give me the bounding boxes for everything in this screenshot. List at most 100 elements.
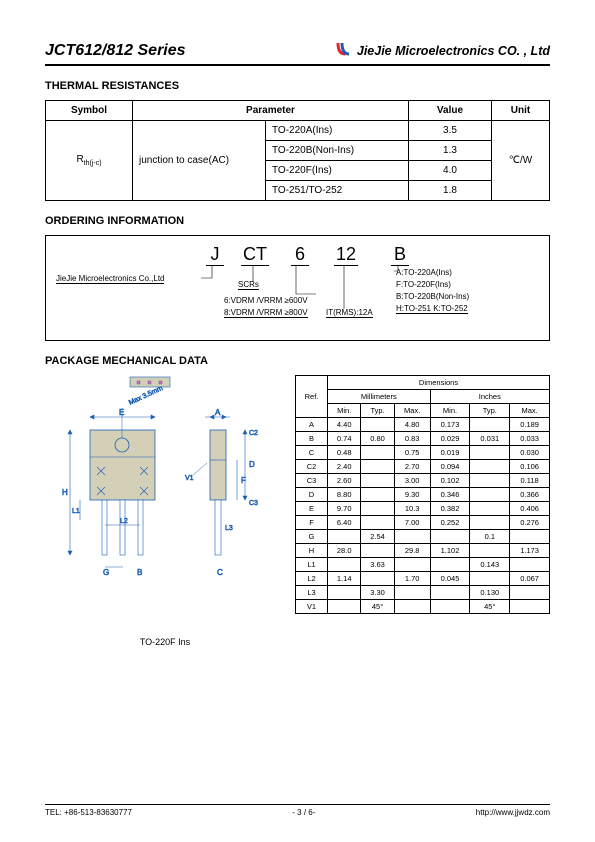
- dim-cell: 0.094: [430, 460, 470, 474]
- dim-cell: [470, 502, 510, 516]
- dim-cell: 7.00: [394, 516, 430, 530]
- dim-cell: 2.70: [394, 460, 430, 474]
- dim-cell: L2: [296, 572, 328, 586]
- dim-cell: [361, 460, 394, 474]
- dim-cell: 0.252: [430, 516, 470, 530]
- th-value: Value: [409, 101, 492, 121]
- ord-pkg1: F:TO-220F(Ins): [396, 280, 451, 289]
- table-row: H28.029.81.1021.173: [296, 544, 550, 558]
- footer-page: - 3 / 6-: [292, 808, 315, 817]
- dim-cell: 45°: [361, 600, 394, 614]
- unit-cell: ℃/W: [492, 121, 550, 201]
- diagram-caption: TO-220F Ins: [45, 637, 285, 647]
- dim-cell: 0.173: [430, 418, 470, 432]
- dim-cell: 9.30: [394, 488, 430, 502]
- dim-cell: 0.366: [510, 488, 550, 502]
- code-ct: CT: [241, 244, 269, 266]
- param-cell: junction to case(AC): [133, 121, 266, 201]
- table-row: C0.480.750.0190.030: [296, 446, 550, 460]
- dim-cell: H: [296, 544, 328, 558]
- dim-cell: [328, 530, 361, 544]
- dim-cell: 29.8: [394, 544, 430, 558]
- dim-cell: 1.102: [430, 544, 470, 558]
- dim-cell: 0.029: [430, 432, 470, 446]
- dim-cell: L1: [296, 558, 328, 572]
- dim-cell: 0.045: [430, 572, 470, 586]
- dim-cell: 9.70: [328, 502, 361, 516]
- dim-cell: [394, 600, 430, 614]
- dim-cell: [470, 474, 510, 488]
- svg-text:C: C: [217, 568, 223, 577]
- dim-cell: F: [296, 516, 328, 530]
- dim-cell: [394, 586, 430, 600]
- table-row: V145°45°: [296, 600, 550, 614]
- dim-cell: [394, 558, 430, 572]
- svg-text:G: G: [103, 568, 109, 577]
- dim-cell: C: [296, 446, 328, 460]
- ord-company: JieJie Microelectronics Co.,Ltd: [56, 274, 164, 284]
- svg-text:V1: V1: [185, 475, 194, 482]
- dim-cell: 0.74: [328, 432, 361, 446]
- dim-cell: 4.80: [394, 418, 430, 432]
- ordering-box: J CT 6 12 B JieJie Microelectronics Co.,…: [45, 235, 550, 341]
- dim-cell: 0.1: [470, 530, 510, 544]
- dim-cell: 0.83: [394, 432, 430, 446]
- dim-cell: [470, 418, 510, 432]
- dim-cell: 3.30: [361, 586, 394, 600]
- dim-cell: [470, 544, 510, 558]
- dim-cell: [361, 502, 394, 516]
- dim-header: Dimensions: [328, 376, 550, 390]
- company-logo: [335, 40, 353, 61]
- table-row: C22.402.700.0940.106: [296, 460, 550, 474]
- ord-voltage1: 8:VDRM /VRRM ≥800V: [224, 308, 308, 318]
- ref-header: Ref.: [296, 376, 328, 418]
- svg-text:L3: L3: [225, 525, 233, 532]
- dim-cell: 0.75: [394, 446, 430, 460]
- svg-text:F: F: [241, 476, 246, 485]
- dimensions-table: Ref. Dimensions Millimeters Inches Min. …: [295, 375, 550, 614]
- dim-cell: [430, 586, 470, 600]
- dim-cell: 1.173: [510, 544, 550, 558]
- symbol-cell: Rth(j-c): [46, 121, 133, 201]
- table-row: L13.630.143: [296, 558, 550, 572]
- sub-min2: Min.: [430, 404, 470, 418]
- th-parameter: Parameter: [133, 101, 409, 121]
- dim-cell: [510, 586, 550, 600]
- table-header-row: Symbol Parameter Value Unit: [46, 101, 550, 121]
- table-row: A4.404.800.1730.189: [296, 418, 550, 432]
- dim-cell: 1.14: [328, 572, 361, 586]
- val-cell: 1.3: [409, 141, 492, 161]
- dim-cell: 0.106: [510, 460, 550, 474]
- dim-cell: 0.030: [510, 446, 550, 460]
- footer-tel: TEL: +86-513-83630777: [45, 808, 132, 817]
- dim-cell: 0.382: [430, 502, 470, 516]
- svg-text:Max 3.5mm: Max 3.5mm: [128, 385, 164, 407]
- svg-text:C3: C3: [249, 500, 258, 507]
- dim-cell: V1: [296, 600, 328, 614]
- dim-cell: G: [296, 530, 328, 544]
- dim-cell: [430, 558, 470, 572]
- dim-cell: [328, 600, 361, 614]
- th-symbol: Symbol: [46, 101, 133, 121]
- dim-cell: 4.40: [328, 418, 361, 432]
- page-footer: TEL: +86-513-83630777 - 3 / 6- http://ww…: [45, 804, 550, 817]
- table-row: G2.540.1: [296, 530, 550, 544]
- ord-pkg3: H:TO-251 K:TO-252: [396, 304, 468, 314]
- dim-cell: 0.346: [430, 488, 470, 502]
- dim-cell: 0.80: [361, 432, 394, 446]
- pkg-cell: TO-220A(Ins): [266, 121, 409, 141]
- code-j: J: [206, 244, 224, 266]
- ord-current: IT(RMS):12A: [326, 308, 373, 318]
- dim-cell: 8.80: [328, 488, 361, 502]
- dim-cell: [470, 488, 510, 502]
- dim-cell: [470, 572, 510, 586]
- ord-pkg2: B:TO-220B(Non-Ins): [396, 292, 469, 301]
- pkg-cell: TO-220B(Non-Ins): [266, 141, 409, 161]
- val-cell: 1.8: [409, 181, 492, 201]
- package-svg: E A H D F: [45, 375, 285, 635]
- mm-header: Millimeters: [328, 390, 431, 404]
- svg-text:L2: L2: [120, 518, 128, 525]
- series-title: JCT612/812 Series: [45, 42, 186, 60]
- table-row: E9.7010.30.3820.406: [296, 502, 550, 516]
- dim-cell: [361, 572, 394, 586]
